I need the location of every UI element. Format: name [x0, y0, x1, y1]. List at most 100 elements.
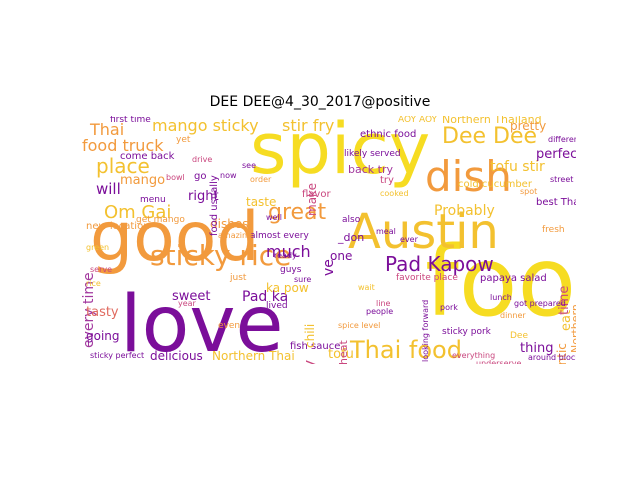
word-going: going [86, 329, 120, 343]
word-one: one [330, 249, 353, 263]
word-likely-served: likely served [344, 149, 401, 159]
word-sweet: sweet [172, 289, 211, 304]
word-just: just [230, 273, 247, 283]
word-go: go [194, 171, 207, 182]
word-guys: guys [280, 265, 302, 275]
word-got-prepared: got prepared [514, 299, 566, 308]
word-drive: drive [192, 155, 213, 164]
word-papaya-salad: papaya salad [480, 273, 547, 284]
word-thai: Thai [90, 120, 125, 139]
word-cold-cucumber: cold cucumber [458, 179, 532, 190]
word-spice-level: spice level [338, 321, 381, 330]
word-stir-fry: stir fry [282, 116, 335, 135]
word-sticky-pork: sticky pork [442, 327, 491, 337]
word-new-location: new location [86, 221, 150, 232]
word-best-thai: best Thai [536, 197, 576, 208]
word-favorite-place: favorite place [396, 273, 458, 283]
word-year: year [178, 299, 196, 308]
word-ever: ever [400, 235, 418, 244]
word-ve: ve [321, 259, 337, 276]
word-place: place [96, 154, 150, 178]
word-lunch: lunch [490, 293, 512, 302]
word-sure: sure [294, 275, 312, 284]
word-spicy: spicy [250, 116, 431, 190]
word-thai-food: Thai food [350, 336, 462, 364]
word-northern-thai: Northern Thai [212, 349, 295, 363]
word-ready: ready [274, 251, 297, 260]
word-looking-forward: looking forward [421, 299, 430, 362]
word-lived: lived [266, 301, 288, 311]
word-order: order [250, 175, 272, 184]
word-dishes: dishes [210, 217, 249, 231]
word-really: really [300, 360, 319, 364]
word-dee-dee: Dee Dee [442, 124, 538, 149]
word-now: now [220, 171, 237, 180]
word-delicious: delicious [150, 349, 203, 363]
word-right: right [188, 189, 219, 204]
word-pad-ka: Pad ka [242, 289, 289, 305]
word-green: green [86, 243, 110, 252]
word-people: people [366, 307, 394, 316]
word-tofu-stir: tofu stir [490, 159, 545, 175]
word-ethnic-food: ethnic food [360, 129, 417, 140]
word-line: line [376, 299, 391, 308]
word-don: _don [338, 231, 365, 244]
word-rice: rice [86, 279, 101, 288]
word-menu: menu [140, 195, 166, 205]
word-good: good [90, 198, 260, 277]
word-spot: spot [520, 187, 538, 196]
word-pretty: pretty [510, 119, 547, 133]
word-much: much [266, 242, 311, 261]
word-northern-thailand: Northern Thailand [442, 116, 542, 126]
word-around-block: around block [528, 353, 576, 362]
word-pad-kapow: Pad Kapow [385, 252, 494, 276]
word-dee: Dee [510, 331, 529, 341]
word-food: food [425, 226, 576, 338]
word-egg: egg [278, 362, 303, 364]
word-ka-pow: ka pow [266, 281, 309, 295]
word-try: try [380, 175, 394, 186]
word-fish-sauce: fish sauce [290, 341, 341, 352]
word-different: different [548, 135, 576, 144]
word-back-try: back try [348, 163, 393, 176]
word-cooked: cooked [380, 189, 409, 198]
word-om-gai: Om Gai [104, 202, 172, 223]
word-pork: pork [440, 303, 458, 312]
word-meal: meal [376, 227, 396, 236]
word-even: even [218, 321, 241, 331]
word-thing: thing [520, 341, 554, 356]
word-austin: Austin [348, 204, 499, 260]
word-come-back: come back [120, 151, 175, 162]
word-will: will [96, 180, 121, 198]
word-amazing: amazing [218, 231, 253, 240]
word-tofu: tofu [328, 347, 354, 362]
word-flavor: flavor [302, 189, 331, 200]
word-street: street [550, 175, 574, 184]
word-mango-sticky: mango sticky [152, 116, 259, 135]
word-northern: Northern [569, 304, 576, 353]
word-great: great [268, 200, 327, 225]
word-dinner: dinner [500, 311, 526, 320]
word-mango: mango [120, 173, 166, 188]
word-fresh: fresh [542, 225, 565, 235]
word-taste: taste [246, 195, 277, 209]
word-sticky-perfect: sticky perfect [90, 351, 145, 360]
word-bowl: bowl [166, 173, 185, 182]
word-chili: chili [303, 323, 317, 348]
word-heat: heat [337, 340, 350, 364]
word-tasty: tasty [86, 305, 119, 320]
word-dish: dish [425, 152, 512, 201]
word-love: love [120, 280, 284, 364]
word-wait: wait [358, 283, 375, 292]
word-sticky-rice: sticky rice [150, 239, 292, 272]
word-everything: everything [452, 351, 496, 360]
word-serve: serve [90, 265, 113, 274]
word-get-mango: get mango [136, 215, 185, 225]
word-yet: yet [176, 135, 191, 145]
word-also: also [342, 215, 361, 225]
word-underserve: underserve [476, 359, 522, 365]
word-perfect: perfect [536, 147, 576, 162]
word-aoy-aoy: AOY AOY [398, 116, 438, 125]
figure-title: DEE DEE@4_30_2017@positive [209, 94, 431, 110]
